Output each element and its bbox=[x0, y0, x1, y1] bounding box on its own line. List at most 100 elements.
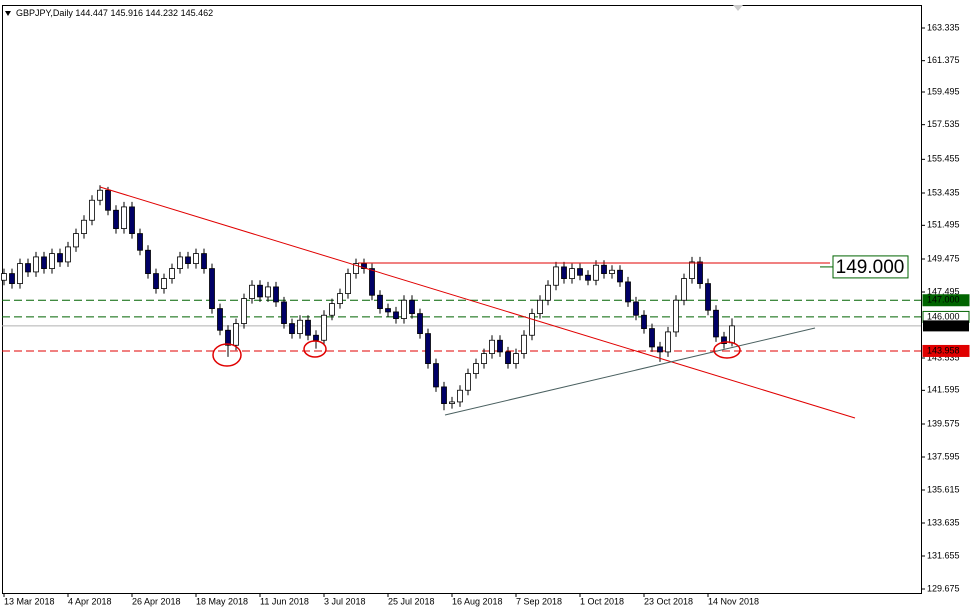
candle-body bbox=[321, 314, 327, 341]
candle-body bbox=[545, 284, 551, 301]
candle-body bbox=[561, 266, 567, 279]
y-tick-label: 137.595 bbox=[927, 451, 960, 461]
candle-body bbox=[121, 206, 127, 229]
x-tick-label: 26 Apr 2018 bbox=[132, 596, 181, 606]
circle-marker bbox=[212, 343, 242, 367]
y-tick-label: 135.615 bbox=[927, 484, 960, 494]
candle-body bbox=[185, 256, 191, 264]
y-tick-label: 143.535 bbox=[927, 352, 960, 362]
candle-body bbox=[417, 313, 423, 334]
header-high: 145.916 bbox=[110, 8, 143, 18]
candle-body bbox=[225, 329, 231, 346]
candle-body bbox=[289, 323, 295, 334]
annotation-box bbox=[832, 255, 909, 279]
candle-body bbox=[361, 263, 367, 269]
candle-body bbox=[297, 319, 303, 334]
candle-body bbox=[193, 253, 199, 264]
candle-body bbox=[273, 286, 279, 303]
x-tick-label: 7 Sep 2018 bbox=[516, 596, 562, 606]
candle-body bbox=[665, 331, 671, 353]
candle-body bbox=[329, 303, 335, 316]
candle-body bbox=[553, 266, 559, 286]
y-tick-label: 155.455 bbox=[927, 154, 960, 164]
header-close: 145.462 bbox=[181, 8, 214, 18]
candle-body bbox=[153, 273, 159, 289]
candle-body bbox=[345, 273, 351, 294]
candle-body bbox=[441, 386, 447, 404]
candle-body bbox=[673, 299, 679, 333]
level-label: 147.000 bbox=[927, 295, 960, 305]
candle-body bbox=[337, 293, 343, 304]
candle-body bbox=[97, 189, 103, 201]
levels bbox=[2, 299, 921, 352]
candle-body bbox=[145, 249, 151, 274]
y-tick-label: 129.675 bbox=[927, 583, 960, 593]
candles bbox=[1, 185, 735, 411]
candle-body bbox=[305, 319, 311, 336]
y-tick-label: 163.335 bbox=[927, 22, 960, 32]
candle-body bbox=[385, 308, 391, 313]
symbol: GBPJPY,Daily bbox=[16, 8, 73, 18]
x-tick-label: 14 Nov 2018 bbox=[708, 596, 759, 606]
candle-body bbox=[401, 299, 407, 319]
y-tick-label: 153.435 bbox=[927, 187, 960, 197]
candle-body bbox=[601, 264, 607, 274]
candle-body bbox=[25, 263, 31, 273]
candle-body bbox=[657, 346, 663, 353]
candle-body bbox=[433, 363, 439, 388]
candle-body bbox=[233, 323, 239, 346]
candle-body bbox=[241, 298, 247, 324]
candle-body bbox=[377, 294, 383, 309]
y-tick-label: 159.495 bbox=[927, 86, 960, 96]
candle-body bbox=[585, 274, 591, 281]
candle-body bbox=[33, 256, 39, 273]
candle-body bbox=[209, 268, 215, 309]
menu-arrow[interactable] bbox=[5, 11, 11, 16]
candle-body bbox=[529, 313, 535, 336]
trend-line bbox=[99, 186, 856, 419]
candle-body bbox=[281, 301, 287, 324]
candle-body bbox=[257, 284, 263, 298]
candle-body bbox=[497, 339, 503, 353]
price-box bbox=[923, 320, 969, 332]
x-tick-label: 3 Jul 2018 bbox=[324, 596, 366, 606]
candle-body bbox=[169, 268, 175, 279]
candle-body bbox=[425, 333, 431, 364]
candle-body bbox=[393, 311, 399, 319]
candle-body bbox=[617, 269, 623, 283]
y-tick-label: 151.495 bbox=[927, 220, 960, 230]
candle-body bbox=[249, 284, 255, 299]
candle-body bbox=[609, 269, 615, 274]
candle-body bbox=[489, 339, 495, 354]
x-tick-label: 11 Jun 2018 bbox=[260, 596, 309, 606]
candle-body bbox=[569, 268, 575, 279]
candle-body bbox=[713, 309, 719, 338]
candle-body bbox=[649, 328, 655, 348]
candle-body bbox=[161, 278, 167, 289]
x-tick-label: 18 May 2018 bbox=[196, 596, 248, 606]
candle-body bbox=[593, 264, 599, 281]
candle-body bbox=[681, 278, 687, 301]
candle-body bbox=[449, 401, 455, 404]
axes: 163.335 161.375 159.495 157.535 155.455 153.4… bbox=[3, 22, 970, 606]
candle-body bbox=[73, 233, 79, 248]
y-tick-label: 147.495 bbox=[927, 286, 960, 296]
candle-body bbox=[9, 273, 15, 284]
candle-body bbox=[89, 199, 95, 221]
candle-body bbox=[721, 336, 727, 344]
candle-body bbox=[265, 286, 271, 298]
candle-body bbox=[65, 246, 71, 263]
level-label: 143.958 bbox=[927, 345, 960, 355]
header-open: 144.447 bbox=[75, 8, 108, 18]
circle-marker bbox=[713, 341, 741, 359]
candle-body bbox=[409, 299, 415, 314]
candle-body bbox=[113, 209, 119, 229]
price-label: 145.462 bbox=[927, 320, 960, 330]
candle-body bbox=[217, 308, 223, 331]
header-low: 144.232 bbox=[146, 8, 179, 18]
candle-body bbox=[513, 353, 519, 364]
level-label: 146.000 bbox=[927, 311, 960, 321]
candle-body bbox=[81, 219, 87, 234]
